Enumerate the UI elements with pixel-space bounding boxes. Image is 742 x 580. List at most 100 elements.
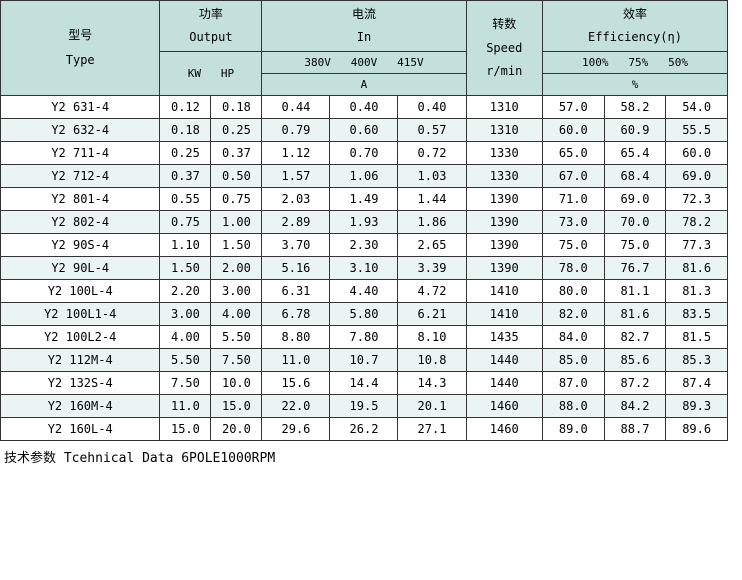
cell-e75: 82.7 <box>604 326 666 349</box>
cell-a415: 0.57 <box>398 119 466 142</box>
cell-e50: 69.0 <box>666 165 728 188</box>
cell-a415: 8.10 <box>398 326 466 349</box>
speed-cn-label: 转数 <box>469 15 541 34</box>
cell-kw: 0.55 <box>160 188 211 211</box>
cell-a400: 10.7 <box>330 349 398 372</box>
cell-a380: 8.80 <box>262 326 330 349</box>
col-header-type: 型号 Type <box>1 1 160 96</box>
cell-speed: 1440 <box>466 372 543 395</box>
table-row: Y2 90S-41.101.503.702.302.65139075.075.0… <box>1 234 728 257</box>
cell-type: Y2 712-4 <box>1 165 160 188</box>
cell-speed: 1330 <box>466 142 543 165</box>
cell-type: Y2 632-4 <box>1 119 160 142</box>
cell-e50: 81.5 <box>666 326 728 349</box>
cell-hp: 5.50 <box>211 326 262 349</box>
cell-e75: 68.4 <box>604 165 666 188</box>
cell-e50: 83.5 <box>666 303 728 326</box>
kw-label: KW <box>188 67 201 80</box>
speed-en-label: Speed <box>469 39 541 58</box>
cell-type: Y2 160M-4 <box>1 395 160 418</box>
cell-kw: 0.37 <box>160 165 211 188</box>
cell-type: Y2 90L-4 <box>1 257 160 280</box>
cell-hp: 3.00 <box>211 280 262 303</box>
cell-e75: 84.2 <box>604 395 666 418</box>
cell-type: Y2 802-4 <box>1 211 160 234</box>
table-row: Y2 160L-415.020.029.626.227.1146089.088.… <box>1 418 728 441</box>
table-row: Y2 160M-411.015.022.019.520.1146088.084.… <box>1 395 728 418</box>
cell-kw: 11.0 <box>160 395 211 418</box>
cell-e50: 77.3 <box>666 234 728 257</box>
cell-a380: 29.6 <box>262 418 330 441</box>
cell-a415: 2.65 <box>398 234 466 257</box>
cell-a415: 1.03 <box>398 165 466 188</box>
cell-a380: 2.03 <box>262 188 330 211</box>
cell-e50: 85.3 <box>666 349 728 372</box>
cell-speed: 1310 <box>466 119 543 142</box>
cell-a400: 7.80 <box>330 326 398 349</box>
cell-kw: 7.50 <box>160 372 211 395</box>
cell-e50: 81.6 <box>666 257 728 280</box>
cell-speed: 1390 <box>466 257 543 280</box>
table-body: Y2 631-40.120.180.440.400.40131057.058.2… <box>1 96 728 441</box>
cell-speed: 1330 <box>466 165 543 188</box>
cell-speed: 1390 <box>466 188 543 211</box>
eff100-label: 100% <box>582 56 609 69</box>
cell-e100: 82.0 <box>543 303 605 326</box>
col-header-efficiency: 效率 Efficiency(η) <box>543 1 728 52</box>
cell-a380: 3.70 <box>262 234 330 257</box>
col-header-kw-hp: KW HP <box>160 52 262 96</box>
efficiency-cn-label: 效率 <box>545 5 725 24</box>
hp-label: HP <box>221 67 234 80</box>
table-row: Y2 631-40.120.180.440.400.40131057.058.2… <box>1 96 728 119</box>
cell-kw: 2.20 <box>160 280 211 303</box>
cell-a380: 6.31 <box>262 280 330 303</box>
cell-e50: 89.6 <box>666 418 728 441</box>
cell-speed: 1460 <box>466 395 543 418</box>
cell-a400: 2.30 <box>330 234 398 257</box>
cell-hp: 15.0 <box>211 395 262 418</box>
motor-spec-table: 型号 Type 功率 Output 电流 In 转数 Speed r/min <box>0 0 728 441</box>
cell-e100: 65.0 <box>543 142 605 165</box>
eff50-label: 50% <box>668 56 688 69</box>
cell-e50: 54.0 <box>666 96 728 119</box>
cell-a400: 0.60 <box>330 119 398 142</box>
cell-hp: 0.25 <box>211 119 262 142</box>
cell-a380: 2.89 <box>262 211 330 234</box>
cell-e100: 89.0 <box>543 418 605 441</box>
cell-hp: 0.37 <box>211 142 262 165</box>
cell-a380: 6.78 <box>262 303 330 326</box>
cell-e100: 78.0 <box>543 257 605 280</box>
cell-a380: 0.79 <box>262 119 330 142</box>
cell-e100: 67.0 <box>543 165 605 188</box>
cell-a380: 0.44 <box>262 96 330 119</box>
cell-a400: 0.40 <box>330 96 398 119</box>
cell-hp: 0.18 <box>211 96 262 119</box>
cell-kw: 0.18 <box>160 119 211 142</box>
cell-speed: 1390 <box>466 234 543 257</box>
cell-e50: 89.3 <box>666 395 728 418</box>
cell-a400: 1.49 <box>330 188 398 211</box>
cell-hp: 0.75 <box>211 188 262 211</box>
cell-e75: 87.2 <box>604 372 666 395</box>
type-en-label: Type <box>3 51 157 70</box>
type-cn-label: 型号 <box>3 26 157 45</box>
cell-type: Y2 100L-4 <box>1 280 160 303</box>
table-row: Y2 712-40.370.501.571.061.03133067.068.4… <box>1 165 728 188</box>
cell-hp: 1.00 <box>211 211 262 234</box>
cell-e75: 81.1 <box>604 280 666 303</box>
cell-e100: 85.0 <box>543 349 605 372</box>
cell-a400: 26.2 <box>330 418 398 441</box>
cell-e75: 76.7 <box>604 257 666 280</box>
cell-hp: 20.0 <box>211 418 262 441</box>
cell-a415: 27.1 <box>398 418 466 441</box>
cell-e100: 75.0 <box>543 234 605 257</box>
cell-hp: 0.50 <box>211 165 262 188</box>
cell-e100: 73.0 <box>543 211 605 234</box>
cell-e50: 60.0 <box>666 142 728 165</box>
table-row: Y2 100L1-43.004.006.785.806.21141082.081… <box>1 303 728 326</box>
cell-e75: 69.0 <box>604 188 666 211</box>
cell-hp: 2.00 <box>211 257 262 280</box>
output-en-label: Output <box>162 28 259 47</box>
cell-type: Y2 100L2-4 <box>1 326 160 349</box>
col-header-percent: % <box>543 74 728 96</box>
